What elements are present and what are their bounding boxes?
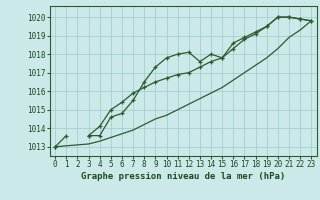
X-axis label: Graphe pression niveau de la mer (hPa): Graphe pression niveau de la mer (hPa) [81,172,285,181]
